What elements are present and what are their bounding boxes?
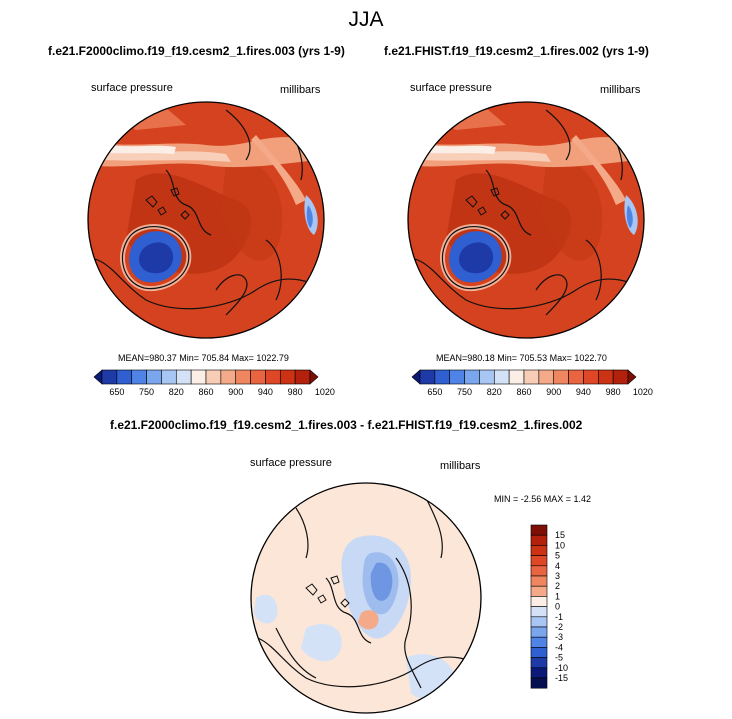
colorbar-box bbox=[220, 369, 237, 385]
colorbar-box bbox=[530, 677, 548, 689]
colorbar-box bbox=[493, 369, 510, 385]
colorbar-tick-label: 750 bbox=[457, 387, 472, 397]
diff-units-label: millibars bbox=[440, 460, 481, 472]
left-colorbar: 650 750 820 860 900 940 980 1020 bbox=[93, 369, 335, 397]
colorbar-tick-label: 2 bbox=[555, 581, 560, 591]
colorbar-tick-label: 0 bbox=[555, 602, 560, 612]
colorbar-box bbox=[530, 667, 548, 679]
colorbar-end-high bbox=[309, 369, 319, 385]
colorbar-box bbox=[530, 596, 548, 607]
right-variable-label: surface pressure bbox=[410, 82, 492, 94]
colorbar-box bbox=[101, 369, 118, 385]
colorbar-box bbox=[530, 647, 548, 658]
colorbar-box bbox=[190, 369, 207, 385]
right-units-label: millibars bbox=[600, 84, 641, 96]
colorbar-box bbox=[530, 657, 548, 669]
diff-polar-map bbox=[250, 482, 482, 714]
colorbar-box bbox=[597, 369, 614, 385]
colorbar-tick-label: 650 bbox=[109, 387, 124, 397]
colorbar-tick-label: 650 bbox=[427, 387, 442, 397]
colorbar-box bbox=[205, 369, 222, 385]
colorbar-box bbox=[464, 369, 480, 385]
left-panel-title: f.e21.F2000climo.f19_f19.cesm2_1.fires.0… bbox=[48, 44, 345, 58]
diff-panel-title: f.e21.F2000climo.f19_f19.cesm2_1.fires.0… bbox=[110, 418, 583, 432]
colorbar-tick-label: 10 bbox=[555, 540, 565, 550]
colorbar-box bbox=[479, 369, 495, 385]
colorbar-box bbox=[146, 369, 162, 385]
colorbar-tick-label: 15 bbox=[555, 530, 565, 540]
colorbar-tick-label: 820 bbox=[169, 387, 184, 397]
colorbar-box bbox=[419, 369, 436, 385]
colorbar-tick-label: -10 bbox=[555, 663, 568, 673]
colorbar-box bbox=[530, 606, 548, 618]
colorbar-box bbox=[434, 369, 451, 385]
colorbar-box bbox=[235, 369, 251, 385]
colorbar-box bbox=[279, 369, 296, 385]
colorbar-box bbox=[161, 369, 177, 385]
diff-variable-label: surface pressure bbox=[250, 457, 332, 469]
right-polar-map bbox=[407, 101, 645, 339]
colorbar-tick-label: 860 bbox=[198, 387, 213, 397]
colorbar-tick-label: -4 bbox=[555, 642, 563, 652]
colorbar-tick-label: 940 bbox=[258, 387, 273, 397]
colorbar-box bbox=[530, 626, 548, 638]
right-panel-title: f.e21.FHIST.f19_f19.cesm2_1.fires.002 (y… bbox=[384, 44, 649, 58]
colorbar-box bbox=[530, 534, 548, 546]
colorbar-box bbox=[530, 585, 548, 597]
colorbar-tick-label: -5 bbox=[555, 653, 563, 663]
colorbar-tick-label: 5 bbox=[555, 551, 560, 561]
colorbar-tick-label: 750 bbox=[139, 387, 154, 397]
right-stats: MEAN=980.18 Min= 705.53 Max= 1022.70 bbox=[436, 353, 607, 363]
colorbar-box bbox=[530, 565, 548, 577]
colorbar-tick-label: 1020 bbox=[315, 387, 335, 397]
colorbar-end-high bbox=[627, 369, 637, 385]
colorbar-box bbox=[538, 369, 555, 385]
colorbar-box bbox=[530, 524, 548, 536]
colorbar-tick-label: 940 bbox=[576, 387, 591, 397]
colorbar-tick-label: -1 bbox=[555, 612, 563, 622]
colorbar-box bbox=[116, 369, 133, 385]
colorbar-tick-label: 860 bbox=[516, 387, 531, 397]
colorbar-tick-label: -3 bbox=[555, 632, 563, 642]
colorbar-end-low bbox=[93, 369, 103, 385]
colorbar-tick-label: 4 bbox=[555, 561, 560, 571]
colorbar-box bbox=[530, 636, 548, 648]
right-colorbar: 650 750 820 860 900 940 980 1020 bbox=[411, 369, 653, 397]
colorbar-box bbox=[530, 545, 548, 556]
colorbar-tick-label: 900 bbox=[546, 387, 561, 397]
colorbar-box bbox=[553, 369, 569, 385]
colorbar-box bbox=[568, 369, 584, 385]
colorbar-box bbox=[523, 369, 540, 385]
colorbar-box bbox=[508, 369, 525, 385]
colorbar-box bbox=[250, 369, 266, 385]
left-units-label: millibars bbox=[280, 84, 321, 96]
left-variable-label: surface pressure bbox=[91, 82, 173, 94]
colorbar-box bbox=[449, 369, 465, 385]
colorbar-box bbox=[530, 555, 548, 567]
diff-stats: MIN = -2.56 MAX = 1.42 bbox=[494, 494, 592, 504]
colorbar-box bbox=[612, 369, 629, 385]
colorbar-box bbox=[583, 369, 599, 385]
colorbar-tick-label: 980 bbox=[288, 387, 303, 397]
left-stats: MEAN=980.37 Min= 705.84 Max= 1022.79 bbox=[118, 353, 289, 363]
colorbar-tick-label: -2 bbox=[555, 622, 563, 632]
left-polar-map bbox=[87, 101, 325, 339]
colorbar-box bbox=[530, 575, 548, 587]
colorbar-tick-label: 980 bbox=[606, 387, 621, 397]
colorbar-box bbox=[294, 369, 311, 385]
colorbar-box bbox=[175, 369, 192, 385]
colorbar-tick-label: 900 bbox=[228, 387, 243, 397]
colorbar-tick-label: -15 bbox=[555, 673, 568, 683]
colorbar-box bbox=[530, 616, 548, 628]
colorbar-box bbox=[131, 369, 147, 385]
colorbar-tick-label: 1 bbox=[555, 591, 560, 601]
figure-title: JJA bbox=[348, 8, 384, 31]
colorbar-tick-label: 820 bbox=[487, 387, 502, 397]
colorbar-tick-label: 3 bbox=[555, 571, 560, 581]
colorbar-tick-label: 1020 bbox=[633, 387, 653, 397]
colorbar-box bbox=[265, 369, 281, 385]
colorbar-end-low bbox=[411, 369, 421, 385]
